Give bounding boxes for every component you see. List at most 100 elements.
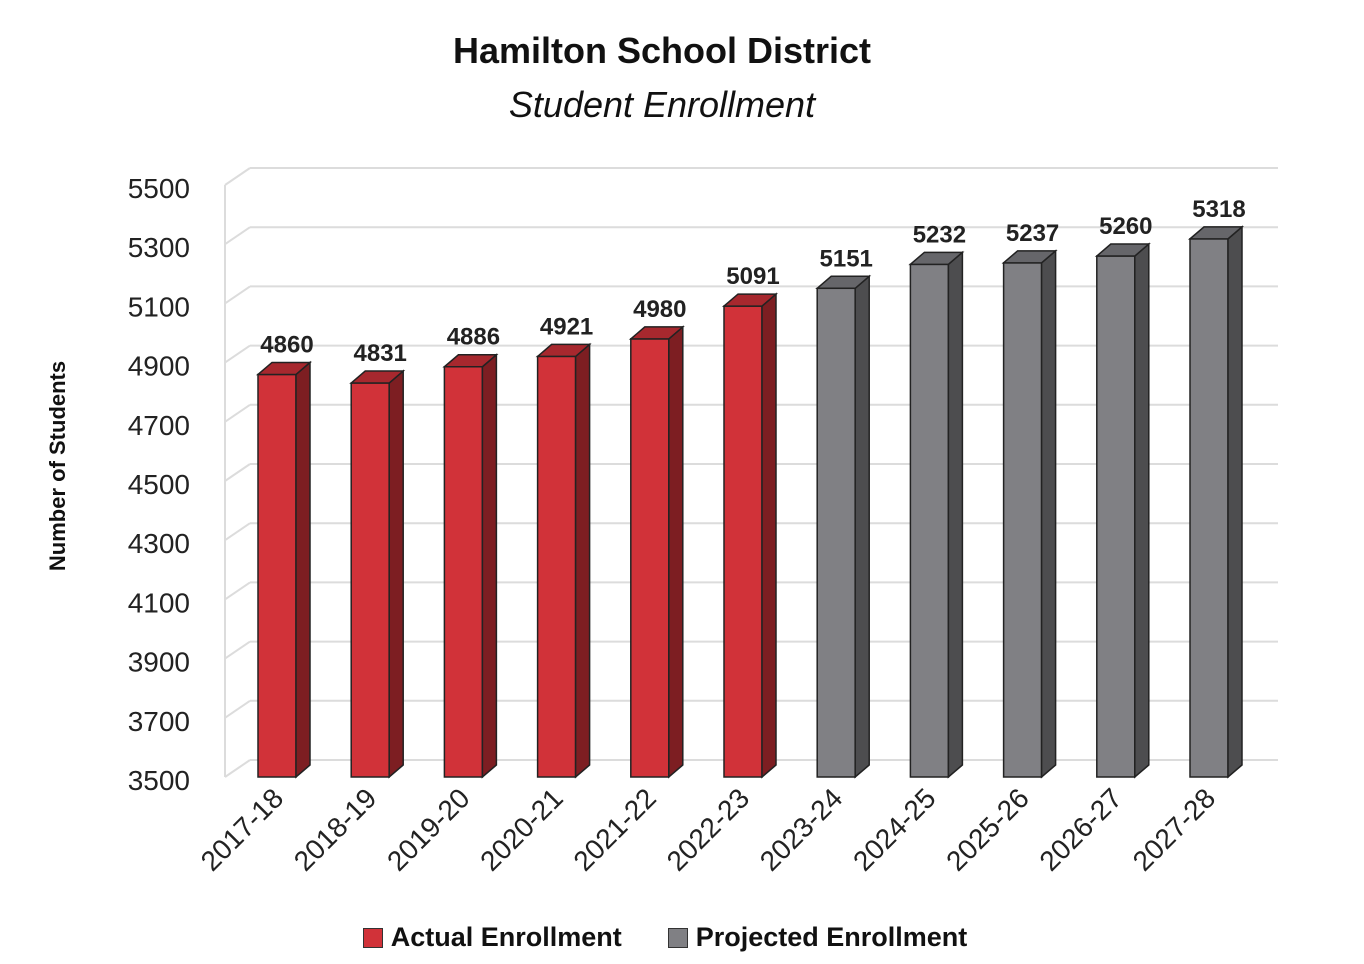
y-tick-label: 3900 — [128, 647, 190, 678]
bar — [535, 342, 592, 779]
bar-top — [1001, 250, 1058, 264]
bar-front — [1096, 255, 1136, 778]
x-tick-label: 2022-23 — [661, 782, 756, 877]
legend: Actual Enrollment Projected Enrollment — [0, 922, 1330, 953]
data-label: 5151 — [820, 245, 873, 272]
bar-top — [815, 275, 872, 290]
bar-front — [1189, 238, 1229, 778]
gridline-depth — [224, 344, 251, 364]
chart-title: Hamilton School District — [452, 30, 872, 71]
y-tick-label: 4100 — [128, 587, 190, 618]
legend-label-projected: Projected Enrollment — [695, 922, 968, 952]
data-label: 4860 — [260, 331, 313, 358]
data-label: 4980 — [633, 296, 686, 323]
legend-swatch-projected — [667, 927, 688, 948]
bar-side — [1040, 249, 1057, 779]
data-label: 5091 — [726, 263, 779, 290]
bar-top — [628, 326, 685, 340]
bar — [628, 325, 685, 779]
legend-item-projected: Projected Enrollment — [667, 922, 968, 953]
bar — [721, 292, 779, 779]
bar-front — [909, 263, 950, 778]
data-label: 5237 — [1006, 220, 1059, 247]
x-tick-label: 2020-21 — [474, 782, 569, 877]
bar-front — [723, 305, 763, 778]
x-tick-label: 2018-19 — [288, 782, 383, 877]
legend-label-actual: Actual Enrollment — [390, 922, 622, 952]
bar — [1001, 249, 1058, 779]
gridline-depth — [224, 759, 251, 778]
bar — [1094, 242, 1151, 779]
bar-top — [535, 343, 592, 358]
legend-item-actual: Actual Enrollment — [362, 922, 622, 953]
gridline-depth — [224, 640, 251, 660]
x-tick-label: 2027-28 — [1127, 782, 1222, 877]
y-tick-label: 5300 — [128, 232, 190, 263]
y-tick-label: 4300 — [128, 528, 190, 559]
data-label: 5232 — [913, 221, 966, 248]
x-tick-label: 2023-24 — [754, 782, 849, 877]
gridline-depth — [224, 167, 251, 186]
y-tick-label: 3700 — [128, 706, 190, 737]
gridline-depth — [224, 699, 251, 719]
bar — [349, 369, 406, 779]
bar-front — [1002, 262, 1043, 778]
chart-subtitle: Student Enrollment — [508, 84, 816, 125]
gridline-depth — [224, 522, 251, 542]
y-tick-label: 4700 — [128, 410, 190, 441]
x-axis-ticks: 2017-182018-192019-202020-212021-222022-… — [195, 782, 1222, 877]
bar-side — [1134, 242, 1150, 779]
data-labels: 4860 4831 4886 4921 4980 5091 5151 5232 5237 5260… — [260, 196, 1245, 367]
bar-side — [574, 342, 591, 779]
y-tick-label: 4500 — [128, 469, 190, 500]
bar — [815, 274, 872, 779]
y-tick-label: 5500 — [128, 173, 190, 204]
y-tick-label: 3500 — [128, 765, 190, 796]
y-axis-title: Number of Students — [45, 361, 70, 571]
data-label: 5260 — [1099, 213, 1152, 240]
gridline-depth — [224, 285, 251, 305]
x-tick-label: 2024-25 — [847, 782, 942, 877]
bar-side — [947, 250, 964, 779]
x-tick-label: 2025-26 — [940, 782, 1035, 877]
bar-side — [1227, 225, 1243, 779]
bar-side — [668, 325, 684, 779]
bar-front — [257, 373, 297, 778]
bar-side — [761, 292, 777, 779]
x-tick-label: 2019-20 — [381, 782, 476, 877]
bar-top — [255, 361, 313, 376]
y-tick-label: 4900 — [128, 351, 190, 382]
x-tick-label: 2026-27 — [1033, 782, 1128, 877]
data-label: 5318 — [1192, 196, 1245, 223]
bar-top — [908, 251, 965, 266]
bar-top — [721, 293, 779, 307]
bar-top — [1187, 226, 1245, 240]
y-tick-label: 5100 — [128, 291, 190, 322]
legend-swatch-actual — [362, 927, 383, 948]
gridline-depth — [224, 226, 251, 246]
gridline-depth — [224, 403, 251, 423]
bar — [908, 250, 965, 779]
bar-side — [388, 369, 404, 779]
gridline-depth — [224, 581, 251, 601]
bar-front — [350, 382, 390, 778]
data-label: 4886 — [447, 324, 500, 351]
x-tick-label: 2017-18 — [195, 782, 290, 877]
bar — [255, 360, 313, 779]
data-label: 4831 — [354, 340, 407, 367]
bars — [255, 225, 1245, 779]
bar-side — [295, 360, 311, 779]
bar-front — [536, 355, 577, 778]
bar-front — [816, 287, 856, 778]
bar-side — [854, 274, 870, 779]
bar-top — [442, 353, 499, 368]
x-tick-label: 2021-22 — [567, 782, 662, 877]
bar — [1187, 225, 1245, 779]
gridline-depth — [224, 463, 251, 482]
y-axis-ticks: 3500 3700 3900 4100 4300 4500 4700 4900 5100 5300… — [128, 173, 190, 796]
bar-front — [630, 338, 670, 778]
bar-side — [481, 353, 498, 779]
data-label: 4921 — [540, 313, 593, 340]
bar-front — [443, 365, 484, 778]
